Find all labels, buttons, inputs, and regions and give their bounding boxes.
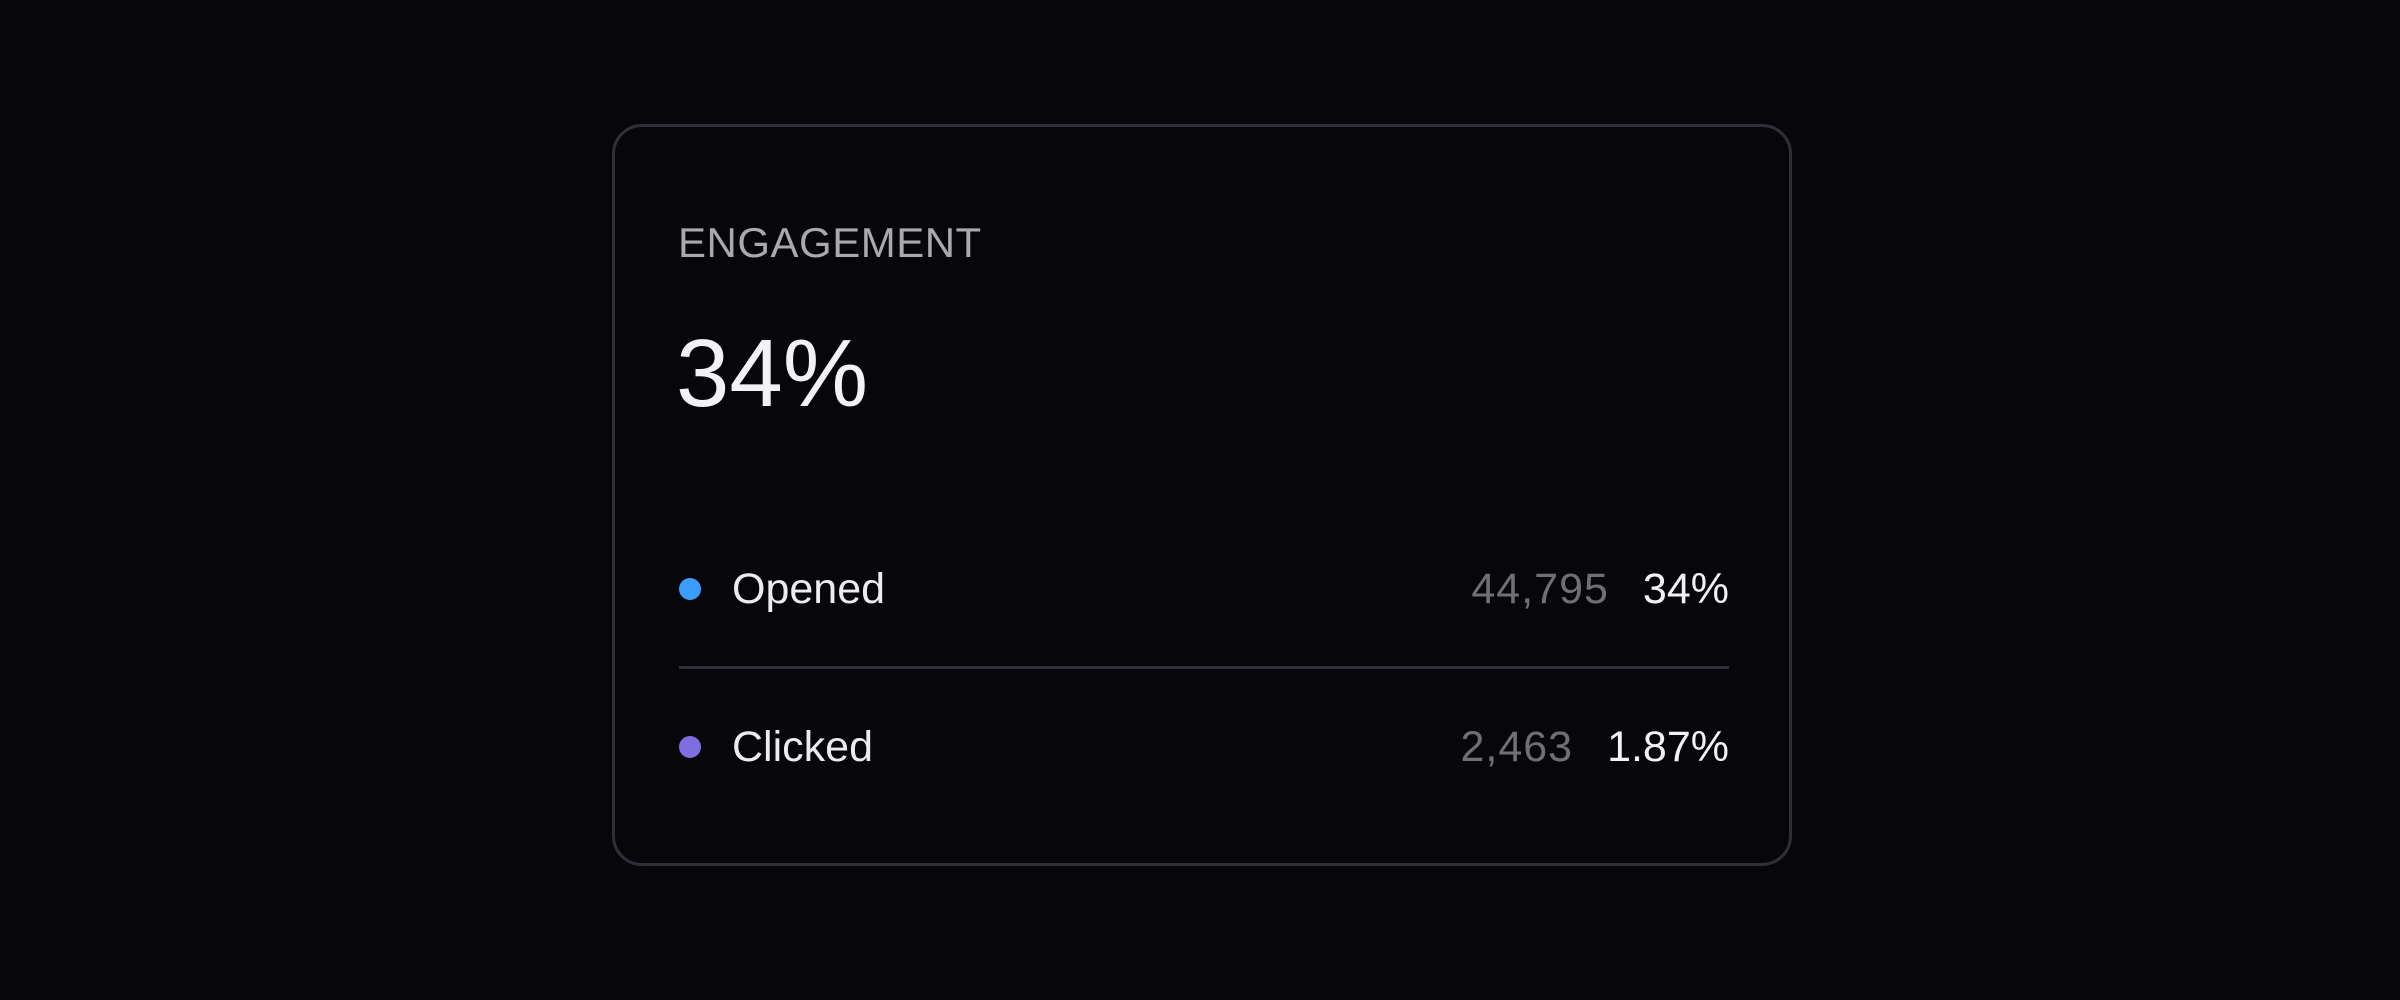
row-percent: 1.87% — [1607, 722, 1729, 771]
row-label: Clicked — [732, 722, 873, 771]
divider — [679, 666, 1729, 669]
engagement-value: 34% — [676, 320, 869, 427]
list-item-clicked: Clicked 2,463 1.87% — [679, 717, 1729, 777]
row-label: Opened — [732, 564, 886, 613]
opened-dot-icon — [679, 578, 701, 600]
engagement-card: ENGAGEMENT 34% Opened 44,795 34% Clicked… — [612, 124, 1792, 866]
row-percent: 34% — [1642, 564, 1729, 613]
card-title: ENGAGEMENT — [678, 219, 982, 266]
row-count: 44,795 — [1471, 564, 1609, 613]
list-item-opened: Opened 44,795 34% — [679, 559, 1729, 619]
clicked-dot-icon — [679, 736, 701, 758]
row-count: 2,463 — [1460, 722, 1574, 771]
